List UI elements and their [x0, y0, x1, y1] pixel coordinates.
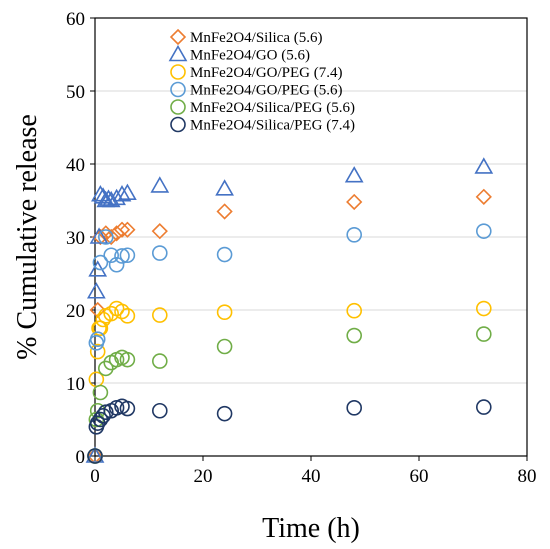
legend-entry: MnFe2O4/Silica (5.6): [169, 28, 323, 46]
data-point: [92, 254, 109, 271]
data-point: [119, 247, 136, 264]
data-point: [86, 282, 106, 299]
data-point: [475, 326, 492, 342]
x-tick-label: 80: [518, 466, 537, 487]
data-point: [344, 166, 364, 183]
data-point: [119, 400, 136, 417]
data-point: [95, 408, 111, 424]
legend-label: MnFe2O4/GO (5.6): [190, 48, 310, 64]
legend-entry: MnFe2O4/Silica/PEG (5.6): [170, 99, 355, 116]
data-point: [98, 360, 114, 377]
data-point: [150, 176, 170, 193]
data-point: [89, 343, 106, 360]
data-point: [103, 354, 119, 371]
data-point: [85, 446, 105, 463]
series-1: [86, 188, 492, 465]
series-4: [87, 223, 492, 464]
data-point: [216, 338, 233, 355]
legend-label: MnFe2O4/Silica/PEG (5.6): [190, 100, 355, 116]
data-point: [112, 185, 132, 202]
y-axis-ticks: 0 10 20 30 40 50 60: [66, 9, 95, 468]
x-tick-label: 20: [194, 466, 213, 487]
legend-marker: [168, 44, 188, 62]
series-3: [87, 300, 492, 464]
data-point: [346, 193, 363, 211]
data-point: [108, 256, 125, 273]
data-point: [119, 308, 136, 324]
y-tick-label: 40: [66, 155, 85, 176]
legend-marker: [170, 99, 186, 115]
data-point: [215, 179, 234, 196]
data-point: [474, 157, 494, 174]
y-axis-title: % Cumulative release: [12, 114, 43, 360]
y-tick-label: 20: [66, 301, 85, 322]
y-tick-label: 0: [76, 447, 86, 468]
data-point: [152, 353, 168, 369]
data-point: [475, 188, 492, 205]
data-point: [103, 228, 120, 246]
data-point: [216, 203, 233, 220]
y-tick-label: 10: [66, 374, 85, 395]
legend-marker: [170, 64, 186, 80]
data-point: [152, 245, 168, 261]
data-point: [475, 399, 492, 415]
legend: MnFe2O4/Silica (5.6)MnFe2O4/GO (5.6)MnFe…: [168, 28, 355, 134]
data-point: [114, 303, 130, 320]
data-point: [119, 351, 136, 368]
data-point: [151, 223, 168, 240]
data-point: [89, 301, 106, 319]
legend-label: MnFe2O4/GO/PEG (5.6): [190, 83, 343, 99]
legend-label: MnFe2O4/Silica (5.6): [190, 30, 323, 46]
series-5: [87, 326, 492, 464]
y-tick-label: 50: [66, 82, 85, 103]
x-tick-label: 0: [90, 466, 100, 487]
data-point: [475, 300, 492, 317]
data-point: [346, 327, 363, 344]
x-tick-label: 40: [302, 466, 321, 487]
data-point: [87, 448, 103, 464]
legend-entry: MnFe2O4/GO/PEG (5.6): [170, 81, 343, 99]
data-point: [346, 227, 363, 243]
x-axis-title: Time (h): [262, 513, 360, 544]
x-axis-ticks: 0 20 40 60 80: [90, 456, 537, 487]
data-point: [103, 305, 119, 322]
data-point: [152, 307, 168, 323]
data-point: [346, 400, 363, 416]
data-point: [95, 311, 111, 328]
legend-label: MnFe2O4/Silica/PEG (7.4): [190, 118, 355, 134]
data-point: [113, 221, 131, 238]
data-point: [475, 223, 492, 239]
legend-entry: MnFe2O4/GO/PEG (7.4): [170, 64, 343, 81]
data-point: [152, 402, 168, 419]
data-point: [103, 247, 119, 264]
data-point: [98, 229, 114, 245]
legend-marker: [169, 28, 187, 46]
y-tick-label: 30: [66, 228, 85, 249]
x-tick-label: 60: [410, 466, 429, 487]
legend-entry: MnFe2O4/GO (5.6): [168, 44, 310, 64]
data-point: [89, 331, 106, 348]
y-tick-label: 60: [66, 9, 85, 30]
legend-label: MnFe2O4/GO/PEG (7.4): [190, 65, 343, 81]
data-point: [119, 221, 136, 238]
data-point: [118, 183, 137, 200]
data-point: [89, 227, 109, 244]
data-point: [216, 246, 233, 263]
data-point: [216, 405, 233, 422]
data-point: [114, 248, 130, 264]
legend-entry: MnFe2O4/Silica/PEG (7.4): [170, 116, 355, 134]
legend-marker: [170, 81, 186, 98]
data-points: [85, 157, 494, 465]
data-point: [346, 302, 363, 319]
legend-marker: [170, 116, 186, 133]
data-point: [216, 304, 233, 320]
series-6: [87, 398, 492, 464]
data-point: [92, 384, 109, 401]
